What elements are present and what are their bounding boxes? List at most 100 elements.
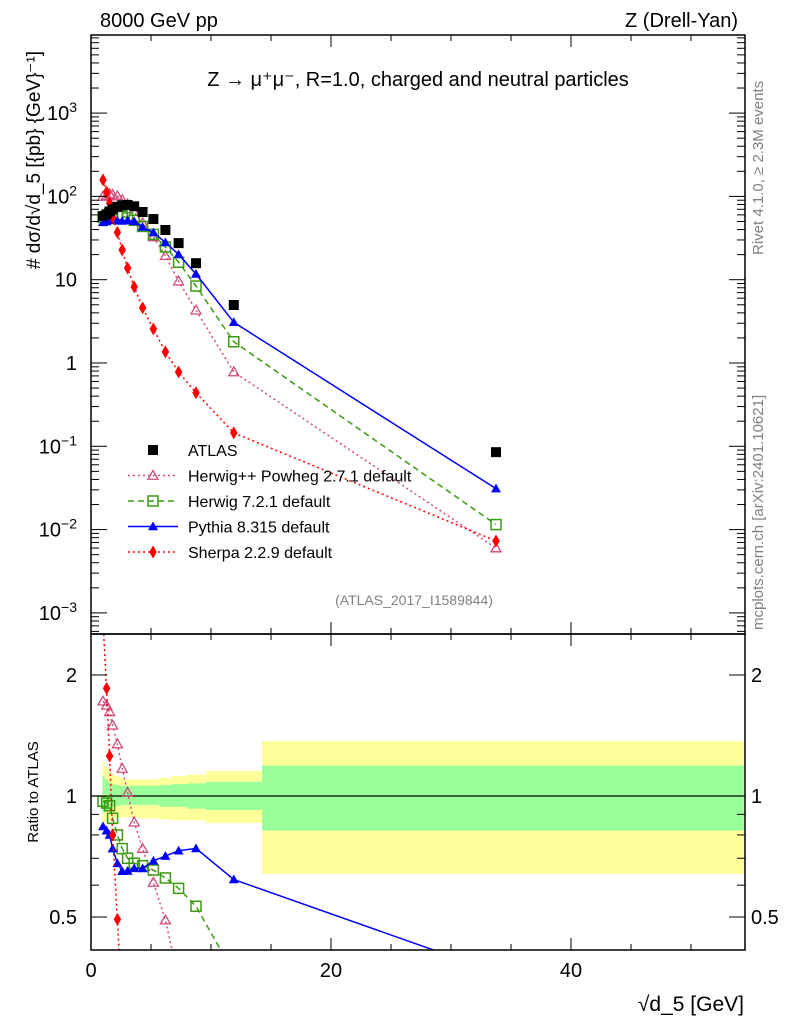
herwig-point xyxy=(172,274,185,286)
atlas-point xyxy=(129,201,140,212)
pythia-point xyxy=(160,237,171,247)
herwig-point xyxy=(111,189,124,201)
y-tick-label: 10−2 xyxy=(39,516,77,542)
herwig-ratio-point xyxy=(128,815,141,827)
atlas-point xyxy=(173,238,184,249)
x-tick-label: 20 xyxy=(320,960,342,982)
legend-label: Sherpa 2.2.9 default xyxy=(188,545,333,562)
sherpa-legend-marker xyxy=(149,545,157,559)
legend: ATLAS Herwig++ Powheg 2.7.1 default Herwig… xyxy=(128,443,412,562)
herwig-ratio-point xyxy=(136,842,149,853)
process-label: Z (Drell-Yan) xyxy=(625,10,738,32)
analysis-id: (ATLAS_2017_I1589844) xyxy=(335,592,493,608)
pythia-ratio-point xyxy=(107,843,118,853)
ratio-y-tick-label: 2 xyxy=(66,665,77,687)
stat-uncertainty-band xyxy=(262,765,744,831)
herwig-ratio-point xyxy=(172,882,185,895)
ratio-y-axis-label: Ratio to ATLAS xyxy=(25,741,42,842)
stat-uncertainty-band xyxy=(147,785,160,805)
pythia-ratio-point xyxy=(148,855,159,865)
y-tick-label: 10 xyxy=(55,270,77,292)
atlas-legend-marker xyxy=(148,445,158,455)
herwig-point xyxy=(136,220,149,233)
atlas-point xyxy=(137,206,148,217)
pythia-point xyxy=(191,269,201,278)
herwig-ratio-point xyxy=(111,737,124,749)
plot-title: Z → μ⁺μ⁻, R=1.0, charged and neutral par… xyxy=(207,69,629,91)
herwig-ratio-point xyxy=(116,762,129,773)
sherpa-point xyxy=(130,280,138,294)
sherpa-point xyxy=(123,261,132,275)
ratio-series xyxy=(96,634,434,950)
sherpa-point xyxy=(192,386,200,400)
x-axis-label: √d_5 [GeV] xyxy=(638,993,744,1016)
atlas-point xyxy=(122,199,133,210)
herwig-point xyxy=(228,335,240,348)
sherpa-point xyxy=(138,301,147,315)
sherpa-ratio-point xyxy=(113,912,122,926)
sherpa-point xyxy=(492,534,500,548)
herwig-point xyxy=(227,365,240,377)
herwig-ratio-point xyxy=(106,718,119,730)
herwig-ratio-point xyxy=(121,786,134,797)
sherpa-point xyxy=(161,345,170,359)
atlas-point xyxy=(191,258,201,269)
legend-label: Herwig 7.2.1 default xyxy=(188,494,331,511)
sherpa-point xyxy=(230,426,238,440)
x-tick-label: 0 xyxy=(85,960,96,982)
atlas-point xyxy=(228,299,239,310)
pythia-ratio-point xyxy=(160,851,171,860)
pythia-ratio-point xyxy=(228,874,239,884)
stat-uncertainty-band xyxy=(124,785,131,805)
y-axis-label: # dσ/d√d_5 [{pb} {GeV}⁻¹] xyxy=(24,51,45,269)
y-tick-label: 103 xyxy=(47,99,77,125)
ratio-y-tick-label-right: 2 xyxy=(751,665,762,687)
herwig-legend-marker xyxy=(146,469,160,480)
herwig-point xyxy=(490,518,502,531)
ratio-uncertainty-bands xyxy=(102,741,744,874)
herwig-ratio-line xyxy=(102,800,222,950)
atlas-point xyxy=(117,200,128,211)
y-tick-label: 10−1 xyxy=(39,432,77,458)
sherpa-point xyxy=(174,365,183,379)
ratio-y-tick-label: 0.5 xyxy=(49,907,77,929)
sherpa-point xyxy=(113,225,122,239)
y-tick-label: 1 xyxy=(66,353,77,375)
sherpa-point xyxy=(102,185,111,199)
stat-uncertainty-band xyxy=(119,785,125,805)
sherpa-ratio-point xyxy=(108,828,117,842)
herwig-ratio-point xyxy=(159,872,172,884)
y-tick-label: 102 xyxy=(47,182,77,208)
herwig-ratio-point xyxy=(100,699,113,710)
atlas-point xyxy=(491,447,501,458)
pythia-point xyxy=(137,222,148,231)
axis-ticks xyxy=(90,35,745,950)
rivet-version-label: Rivet 4.1.0, ≥ 2.3M events xyxy=(750,81,767,255)
herwig-ratio-line xyxy=(102,700,173,950)
x-tick-label: 40 xyxy=(560,960,582,982)
herwig-point xyxy=(190,280,202,292)
pythia-ratio-point xyxy=(122,866,133,875)
herwig-ratio-point xyxy=(147,876,160,887)
pythia-point xyxy=(173,249,184,259)
sherpa-point xyxy=(99,173,107,187)
herwig-ratio-point xyxy=(147,864,160,876)
mcplots-label: mcplots.cern.ch [arXiv:2401.10621] xyxy=(750,395,767,630)
herwig-point xyxy=(489,541,503,553)
herwig-ratio-point xyxy=(159,913,172,925)
herwig-ratio-point xyxy=(106,812,119,825)
atlas-point xyxy=(148,214,159,225)
legend-label: Pythia 8.315 default xyxy=(188,520,330,537)
pythia-ratio-point xyxy=(137,863,148,873)
sherpa-ratio-point xyxy=(102,681,111,695)
herwig-point xyxy=(159,249,172,261)
pythia-ratio-point xyxy=(129,863,140,873)
ratio-y-tick-label: 1 xyxy=(66,786,77,808)
sherpa-point xyxy=(118,243,126,257)
ratio-y-tick-label-right: 1 xyxy=(751,786,762,808)
y-tick-label: 10−3 xyxy=(39,599,77,625)
stat-uncertainty-band xyxy=(137,785,148,805)
pythia-ratio-point xyxy=(173,845,184,855)
